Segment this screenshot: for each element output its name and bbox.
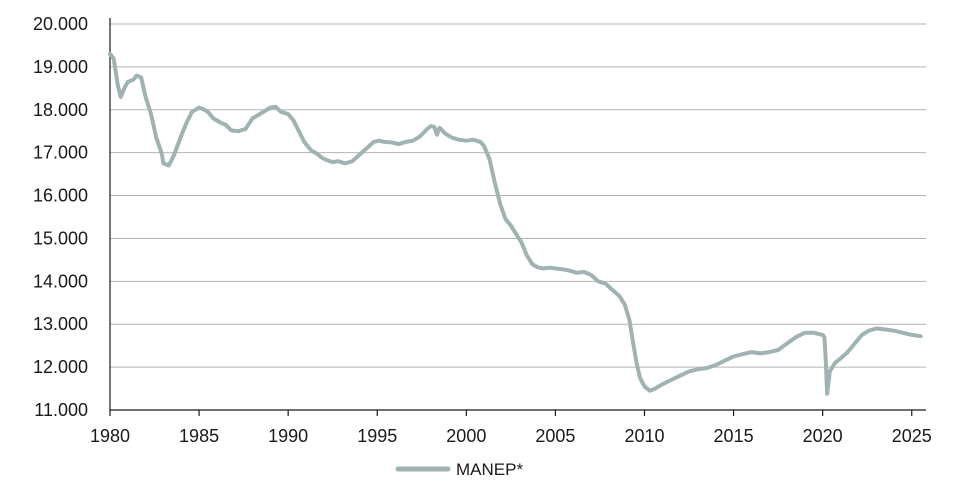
- y-axis-tick-labels: 11.000 12.000 13.000 14.000 15.000 16.000 17.0…: [33, 14, 88, 420]
- x-tick-label: 2025: [892, 426, 932, 446]
- x-tick-label: 2000: [446, 426, 486, 446]
- x-tick-label: 1995: [357, 426, 397, 446]
- y-tick-label: 13.000: [33, 314, 88, 334]
- x-tick-label: 2020: [803, 426, 843, 446]
- grid-lines: [110, 23, 926, 368]
- y-tick-label: 11.000: [34, 400, 88, 420]
- y-tick-label: 12.000: [33, 357, 88, 377]
- y-tick-label: 19.000: [33, 57, 88, 77]
- y-tick-label: 17.000: [33, 143, 88, 163]
- y-tick-label: 20.000: [33, 14, 88, 34]
- series-lines: [108, 52, 923, 396]
- y-tick-label: 15.000: [33, 228, 88, 248]
- x-tick-label: 1985: [179, 426, 219, 446]
- legend-label-manep: MANEP*: [456, 460, 523, 479]
- x-tick-label: 1980: [90, 426, 130, 446]
- y-tick-label: 16.000: [33, 186, 88, 206]
- x-tick-label: 2010: [624, 426, 664, 446]
- legend: MANEP*: [395, 460, 523, 479]
- axes: [109, 18, 926, 416]
- series-line-manep: [108, 52, 923, 396]
- x-tick-label: 2015: [714, 426, 754, 446]
- x-tick-label: 2005: [535, 426, 575, 446]
- y-tick-label: 18.000: [33, 100, 88, 120]
- y-tick-label: 14.000: [33, 271, 88, 291]
- x-tick-label: 1990: [268, 426, 308, 446]
- x-axis-tick-labels: 1980 1985 1990 1995 2000 2005 2010 2015 2020 2025: [90, 426, 932, 446]
